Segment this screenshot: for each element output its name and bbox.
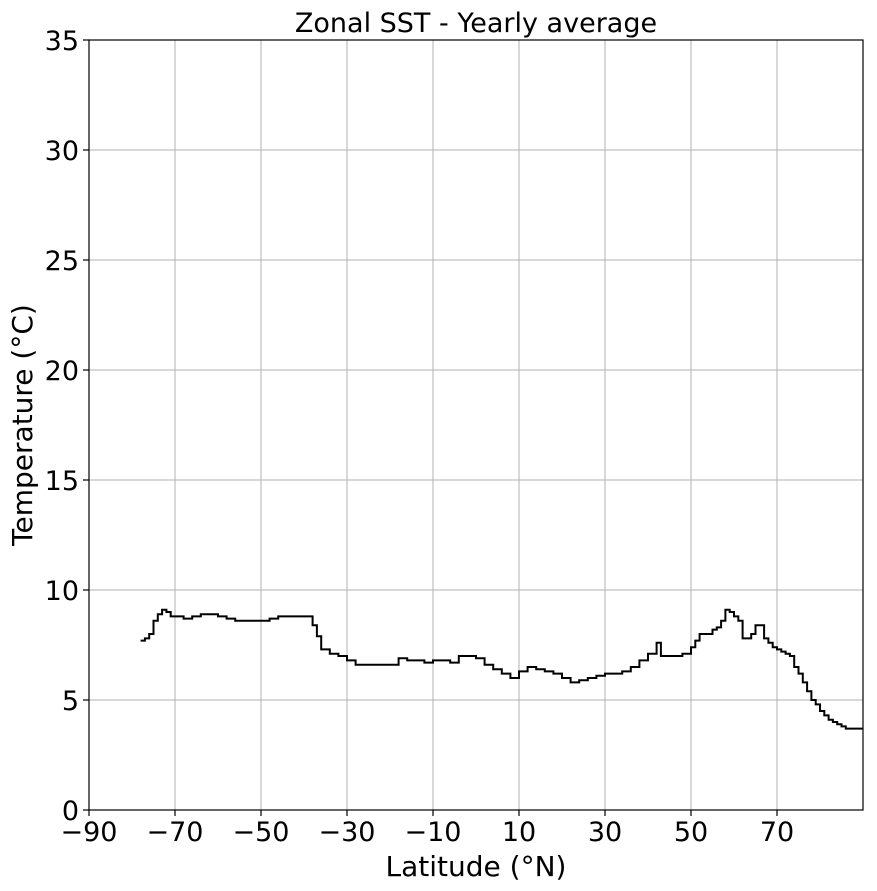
x-tick-label: −50: [233, 817, 290, 848]
series-line-sst: [140, 608, 863, 730]
x-tick-label: −10: [405, 817, 462, 848]
y-tick-label: 25: [45, 246, 79, 277]
chart-title: Zonal SST - Yearly average: [295, 8, 657, 39]
x-tick-label: 50: [674, 817, 708, 848]
x-axis: −90 −70 −50 −30 −10 10 30 50 70: [61, 810, 794, 848]
x-tick-label: 10: [502, 817, 536, 848]
y-tick-label: 20: [45, 356, 79, 387]
x-tick-label: 70: [760, 817, 794, 848]
y-tick-label: 30: [45, 136, 79, 167]
x-axis-label: Latitude (°N): [386, 850, 567, 883]
y-tick-label: 10: [45, 576, 79, 607]
x-tick-label: −30: [319, 817, 376, 848]
y-tick-label: 35: [45, 26, 79, 57]
series-layer: [140, 608, 863, 730]
y-tick-label: 5: [62, 686, 79, 717]
x-tick-label: −70: [147, 817, 204, 848]
y-axis: 0 5 10 15 20 25 30 35: [45, 26, 89, 827]
plot-frame: [88, 39, 864, 811]
x-tick-label: −90: [61, 817, 118, 848]
y-tick-label: 15: [45, 466, 79, 497]
y-axis-label: Temperature (°C): [6, 304, 39, 547]
x-tick-label: 30: [588, 817, 622, 848]
y-tick-label: 0: [62, 796, 79, 827]
